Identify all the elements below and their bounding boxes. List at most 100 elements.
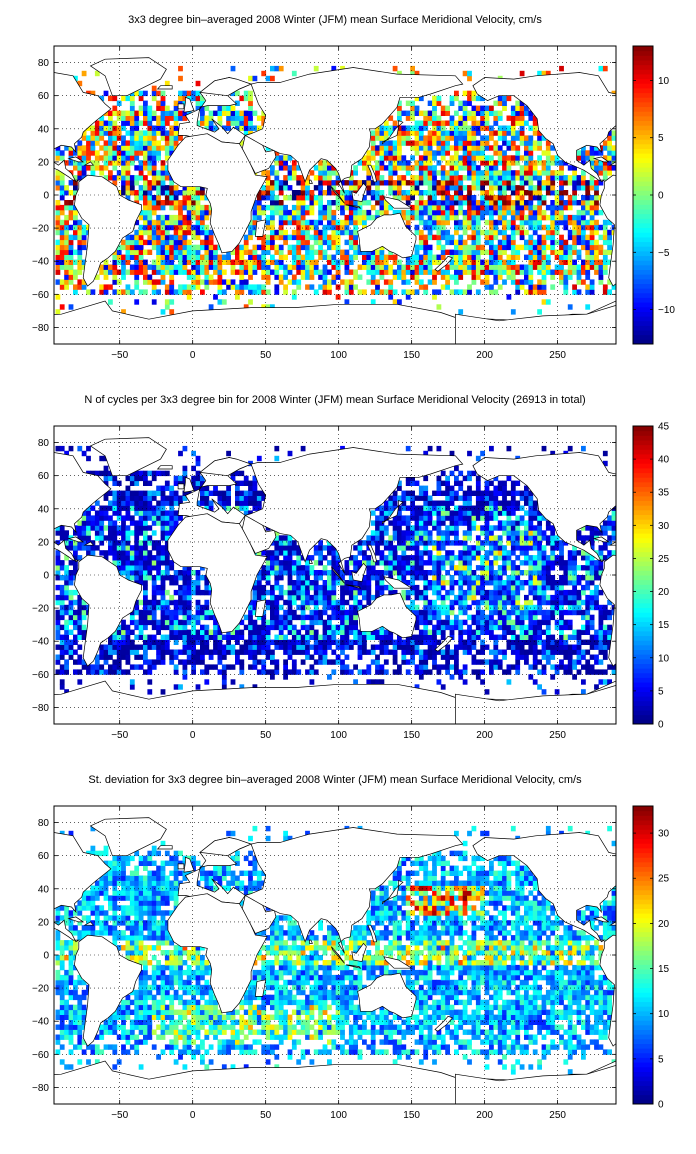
data-cell — [283, 635, 288, 640]
data-cell — [546, 180, 551, 185]
colorbar-segment — [633, 265, 653, 270]
data-cell — [126, 565, 131, 570]
data-cell — [253, 655, 258, 660]
data-cell — [472, 96, 477, 101]
data-cell — [108, 645, 113, 650]
data-cell — [279, 545, 284, 550]
data-cell — [384, 210, 389, 215]
data-cell — [314, 615, 319, 620]
data-cell — [515, 116, 520, 121]
data-cell — [327, 645, 332, 650]
data-cell — [371, 279, 376, 284]
data-cell — [165, 220, 170, 225]
colorbar-segment — [633, 153, 653, 158]
data-cell — [599, 170, 604, 175]
data-cell — [384, 669, 389, 674]
data-cell — [253, 491, 258, 496]
data-cell — [581, 270, 586, 275]
data-cell — [117, 289, 122, 294]
data-cell — [441, 210, 446, 215]
data-cell — [515, 255, 520, 260]
data-cell — [60, 645, 65, 650]
data-cell — [183, 225, 188, 230]
data-cell — [235, 655, 240, 660]
data-cell — [410, 116, 415, 121]
data-cell — [296, 240, 301, 245]
data-cell — [165, 575, 170, 580]
data-cell — [437, 215, 442, 220]
data-cell — [397, 175, 402, 180]
data-cell — [349, 615, 354, 620]
data-cell — [134, 520, 139, 525]
data-cell — [77, 240, 82, 245]
data-cell — [502, 150, 507, 155]
data-cell — [288, 650, 293, 655]
data-cell — [178, 91, 183, 96]
data-cell — [283, 535, 288, 540]
data-cell — [353, 625, 358, 630]
data-cell — [327, 620, 332, 625]
data-cell — [590, 230, 595, 235]
data-cell — [178, 190, 183, 195]
data-cell — [152, 200, 157, 205]
data-cell — [104, 645, 109, 650]
data-cell — [463, 101, 468, 106]
data-cell — [69, 265, 74, 270]
data-cell — [139, 555, 144, 560]
data-cell — [345, 265, 350, 270]
data-cell — [152, 610, 157, 615]
data-cell — [301, 230, 306, 235]
data-cell — [112, 501, 117, 506]
data-cell — [353, 215, 358, 220]
data-cell — [73, 620, 78, 625]
data-cell — [415, 215, 420, 220]
data-cell — [406, 520, 411, 525]
data-cell — [607, 165, 612, 170]
data-cell — [301, 620, 306, 625]
data-cell — [60, 255, 65, 260]
data-cell — [191, 630, 196, 635]
data-cell — [528, 190, 533, 195]
data-cell — [231, 679, 236, 684]
data-cell — [296, 215, 301, 220]
data-cell — [126, 240, 131, 245]
data-cell — [178, 96, 183, 101]
data-cell — [147, 491, 152, 496]
data-cell — [134, 230, 139, 235]
data-cell — [362, 585, 367, 590]
data-cell — [121, 560, 126, 565]
data-cell — [91, 664, 96, 669]
data-cell — [550, 210, 555, 215]
data-cell — [458, 116, 463, 121]
data-cell — [581, 155, 586, 160]
data-cell — [537, 155, 542, 160]
data-cell — [428, 250, 433, 255]
data-cell — [327, 220, 332, 225]
data-cell — [415, 126, 420, 131]
data-cell — [305, 580, 310, 585]
data-cell — [134, 645, 139, 650]
data-cell — [349, 605, 354, 610]
data-cell — [546, 230, 551, 235]
data-cell — [56, 655, 61, 660]
data-cell — [183, 195, 188, 200]
data-cell — [253, 481, 258, 486]
data-cell — [331, 555, 336, 560]
data-cell — [489, 106, 494, 111]
data-cell — [397, 525, 402, 530]
data-cell — [283, 255, 288, 260]
data-cell — [511, 155, 516, 160]
data-cell — [279, 185, 284, 190]
data-cell — [235, 294, 240, 299]
data-cell — [345, 615, 350, 620]
data-cell — [467, 165, 472, 170]
data-cell — [445, 140, 450, 145]
data-cell — [196, 620, 201, 625]
data-cell — [77, 520, 82, 525]
data-cell — [371, 650, 376, 655]
data-cell — [559, 175, 564, 180]
data-cell — [384, 659, 389, 664]
data-cell — [511, 170, 516, 175]
data-cell — [64, 630, 69, 635]
data-cell — [244, 235, 249, 240]
